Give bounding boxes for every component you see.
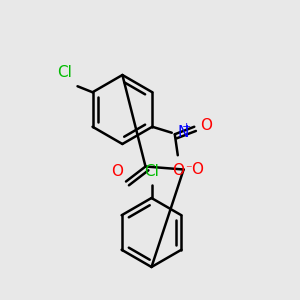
Text: O: O (191, 162, 203, 177)
Text: O: O (111, 164, 123, 178)
Text: Cl: Cl (144, 164, 159, 178)
Text: Cl: Cl (57, 65, 71, 80)
Text: O: O (172, 163, 184, 178)
Text: N: N (178, 125, 189, 140)
Text: +: + (182, 122, 191, 132)
Text: ⁻: ⁻ (185, 163, 192, 176)
Text: O: O (200, 118, 212, 133)
